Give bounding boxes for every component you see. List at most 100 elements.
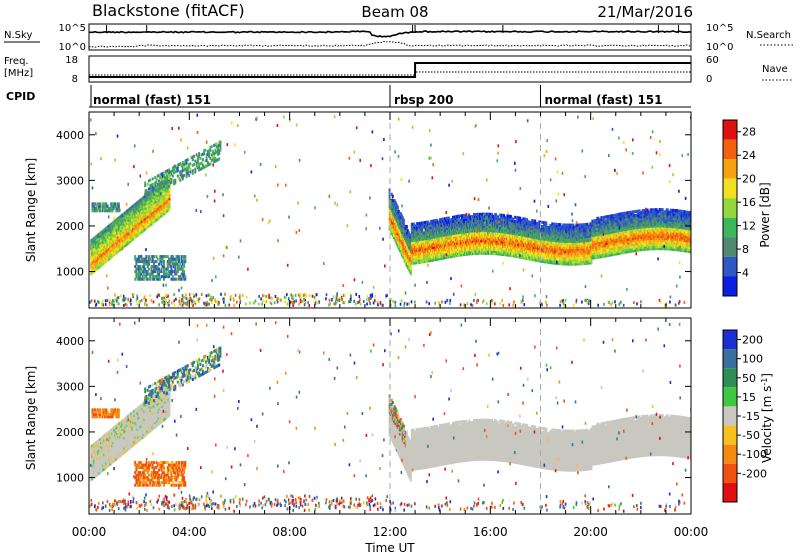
power-cell — [173, 270, 175, 274]
power-cell — [184, 159, 187, 163]
power-cell — [134, 270, 137, 274]
power-cell — [148, 205, 151, 209]
power-cell — [146, 262, 149, 266]
power-cell — [191, 158, 194, 162]
power-cell — [141, 275, 144, 279]
power-cell — [116, 207, 119, 210]
power-cell — [163, 272, 165, 276]
cpid-segment-label: rbsp 200 — [394, 93, 453, 107]
power-cell — [186, 171, 189, 175]
power-cell — [480, 237, 482, 241]
power-cell — [139, 267, 142, 271]
power-cell — [184, 162, 187, 166]
power-cell — [153, 270, 155, 274]
power-cell — [545, 223, 548, 227]
power-cell — [540, 239, 543, 243]
power-cell — [180, 172, 183, 176]
power-cell — [117, 209, 120, 213]
power-cell — [204, 159, 207, 163]
power-cell — [183, 277, 186, 281]
power-cell — [215, 142, 218, 146]
power-cell — [412, 224, 415, 228]
power-cell — [178, 176, 180, 180]
power-cell — [185, 164, 188, 168]
power-cell — [153, 265, 155, 269]
power-cell — [214, 148, 217, 152]
power-cell — [174, 267, 177, 271]
power-cell — [146, 265, 149, 269]
power-cell — [540, 231, 543, 234]
power-cell — [480, 218, 482, 222]
power-cell — [137, 267, 140, 271]
power-cell — [147, 262, 150, 266]
power-cell — [145, 260, 148, 264]
power-cell — [142, 265, 145, 269]
power-cell — [449, 238, 452, 242]
power-cell — [394, 201, 397, 205]
power-cell — [171, 169, 174, 173]
power-cell — [161, 265, 164, 269]
power-cell — [449, 228, 452, 232]
power-cell — [191, 169, 194, 173]
power-cell — [168, 260, 170, 264]
power-cell — [147, 255, 150, 259]
power-cell — [148, 215, 151, 219]
power-cell — [148, 207, 151, 211]
power-cell — [449, 253, 452, 256]
power-cell — [175, 167, 178, 171]
power-cell — [149, 178, 152, 182]
power-cell — [176, 270, 179, 274]
power-cell — [178, 257, 180, 261]
power-cell — [95, 204, 98, 208]
power-cell — [449, 226, 452, 230]
power-cell — [173, 171, 175, 175]
power-cell — [185, 158, 188, 162]
power-cell — [179, 173, 182, 177]
power-cell — [181, 177, 184, 181]
power-cell — [151, 277, 154, 281]
power-cell — [141, 270, 144, 274]
power-cell — [136, 267, 139, 271]
power-cell — [176, 166, 179, 170]
power-cell — [137, 260, 140, 264]
power-cell — [155, 180, 158, 184]
power-cell — [166, 174, 169, 178]
power-cell — [214, 159, 217, 163]
power-cell — [208, 163, 211, 166]
power-cell — [155, 178, 158, 182]
freq-top-tick: 18 — [65, 55, 78, 66]
power-cell — [147, 187, 150, 191]
power-cell — [512, 217, 515, 221]
power-cell — [208, 149, 211, 153]
power-cell — [155, 277, 158, 281]
power-cell — [166, 169, 169, 173]
power-cell — [510, 247, 513, 251]
power-cell — [155, 267, 158, 271]
power-cell — [165, 169, 168, 173]
power-cell — [160, 260, 163, 264]
power-cell — [540, 259, 543, 263]
nave-label: Nave — [762, 64, 788, 75]
power-cell — [488, 214, 491, 218]
power-cell — [118, 226, 121, 230]
power-cell — [134, 265, 137, 269]
power-cell — [449, 224, 452, 228]
power-cell — [530, 220, 533, 224]
power-cell — [153, 275, 155, 279]
power-cell — [195, 161, 198, 165]
power-cell — [154, 184, 157, 188]
power-cell — [181, 174, 184, 178]
nsearch-top-tick: 10^5 — [706, 23, 733, 34]
power-cell — [183, 272, 186, 276]
power-cell — [418, 221, 421, 225]
power-cell — [402, 218, 405, 222]
power-cell — [219, 148, 222, 152]
power-cell — [163, 267, 165, 271]
power-cell — [189, 170, 192, 174]
power-cell — [161, 177, 164, 181]
power-cell — [391, 195, 394, 198]
power-cell — [163, 270, 165, 274]
power-cell — [141, 277, 144, 281]
power-cell — [183, 257, 186, 261]
power-cell — [156, 267, 159, 271]
